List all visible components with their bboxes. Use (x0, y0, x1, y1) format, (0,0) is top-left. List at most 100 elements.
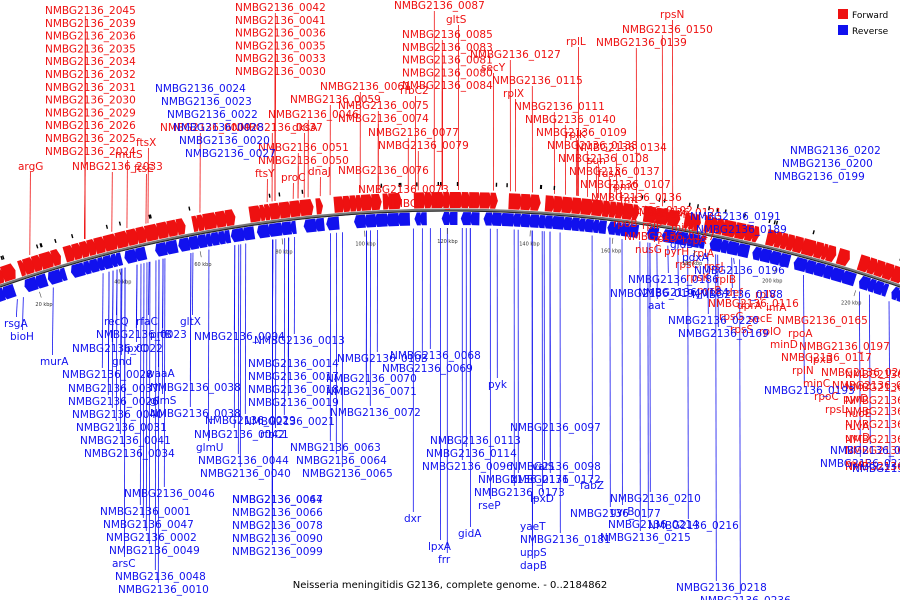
reverse-gene-label: NMBG2136_0173 (474, 487, 565, 499)
forward-gene (709, 216, 719, 234)
forward-gene-label: nusG (635, 244, 662, 256)
reverse-leader-line (148, 261, 151, 545)
forward-gene (135, 226, 147, 244)
forward-gene (315, 198, 324, 215)
reverse-gene-label: aat (648, 300, 665, 312)
feature-mark (105, 224, 109, 229)
reverse-gene-label: NMBG2136_0097 (510, 422, 601, 434)
forward-gene-label: ftsE (134, 163, 154, 175)
forward-gene (214, 210, 228, 228)
forward-gene-label: fusA (598, 168, 622, 180)
forward-gene-label: NMBG2136_0051 (258, 142, 349, 154)
forward-gene (835, 247, 850, 267)
reverse-gene (577, 218, 586, 232)
forward-gene-label: NMBG2136_0138 (547, 140, 638, 152)
reverse-leader-line (868, 294, 871, 445)
reverse-gene-label: NMBG2136_0046 (124, 488, 215, 500)
tick-label: 140 kbp (519, 241, 539, 247)
feature-mark (775, 220, 779, 225)
reverse-gene (414, 212, 421, 226)
reverse-leader-line (733, 258, 735, 265)
forward-gene-label: NMBG2136_0107 (580, 179, 671, 191)
reverse-leader-line (888, 301, 891, 463)
reverse-gene-label: NMBG2136_0048 (115, 571, 206, 583)
reverse-gene-label: NMBG2136_0236 (700, 595, 791, 600)
reverse-gene (499, 213, 514, 227)
reverse-gene (752, 246, 763, 261)
forward-gene (202, 212, 218, 231)
forward-gene-label: gltS (446, 14, 467, 26)
reverse-gene-label: NMBG2136_0047 (103, 519, 194, 531)
reverse-gene (673, 230, 689, 246)
reverse-gene-label: NMBG2136_0098 (510, 461, 601, 473)
reverse-gene (70, 262, 86, 278)
feature-mark (658, 197, 661, 202)
forward-gene-label: NMBG2136_2039 (45, 18, 136, 30)
reverse-gene-label: NMBG2136_0196 (694, 265, 785, 277)
forward-gene-label: NMBG2136_0134 (576, 142, 667, 154)
reverse-gene (627, 224, 640, 239)
forward-gene-label: NMBG2136_0213 (845, 406, 900, 418)
forward-gene-label: rpsG (719, 311, 744, 323)
forward-gene (856, 254, 871, 273)
forward-gene (248, 205, 262, 223)
reverse-gene (804, 259, 817, 275)
forward-gene (333, 196, 345, 213)
forward-gene-label: NMBG2136_2024 (45, 146, 136, 158)
reverse-gene-label: gyrB (610, 506, 634, 518)
forward-gene (866, 257, 878, 275)
reverse-gene-label: frr (438, 554, 451, 566)
forward-gene (114, 230, 129, 249)
forward-gene (553, 195, 564, 213)
feature-mark (188, 206, 191, 211)
forward-gene-label: NMBG2136_0050 (258, 155, 349, 167)
reverse-gene-label: NMBG2136_0027 (185, 148, 276, 160)
reverse-gene (619, 222, 630, 237)
forward-gene (388, 192, 402, 210)
reverse-gene-label: NMBG2136_0218 (676, 582, 767, 594)
forward-gene (765, 229, 777, 247)
reverse-gene-label: NMBG2136_0041 (80, 435, 171, 447)
forward-gene (779, 232, 789, 250)
reverse-gene (460, 212, 471, 226)
reverse-gene (813, 262, 826, 278)
reverse-gene (155, 241, 168, 257)
forward-gene (175, 218, 186, 236)
reverse-gene-label: NMBG2136_0022 (167, 109, 258, 121)
reverse-gene (441, 212, 450, 226)
feature-mark (708, 206, 711, 211)
forward-gene (62, 245, 75, 263)
reverse-gene-label: NMBG2136_0020 (179, 135, 270, 147)
reverse-leader-line (707, 252, 709, 315)
forward-gene-label: NMBG2136_0076 (338, 165, 429, 177)
forward-gene (299, 199, 314, 217)
forward-gene (785, 234, 796, 252)
reverse-gene-label: NMBG2136_0216 (648, 520, 739, 532)
reverse-leader-line (22, 297, 24, 331)
forward-gene (561, 196, 574, 214)
forward-gene-label: NMBG2136_0037 (232, 122, 323, 134)
forward-gene (601, 200, 612, 218)
reverse-leader-line (142, 263, 145, 519)
reverse-gene (570, 217, 580, 232)
forward-gene-label: NMBG2136_0116 (708, 298, 799, 310)
reverse-gene (550, 215, 565, 230)
forward-gene-label: NMBG2136_0073 (358, 184, 449, 196)
forward-gene-label: rplK (565, 129, 587, 141)
forward-gene-label: rfbC2 (400, 85, 429, 97)
forward-gene-label: NMBG2136_0075 (338, 100, 429, 112)
forward-gene-label: nuoF (845, 458, 871, 470)
forward-gene-label: NMBG2136_0109 (536, 127, 627, 139)
feature-mark (118, 221, 122, 226)
reverse-gene (537, 214, 546, 229)
forward-gene-label: rpmC (609, 181, 638, 193)
reverse-gene-label: rfaC (136, 316, 158, 328)
forward-gene (360, 194, 373, 211)
reverse-gene-label: lpxC (124, 343, 147, 355)
reverse-leader-line (154, 260, 157, 571)
reverse-gene (280, 221, 293, 236)
tick-mark (693, 250, 696, 257)
forward-gene-label: rplO (759, 326, 781, 338)
